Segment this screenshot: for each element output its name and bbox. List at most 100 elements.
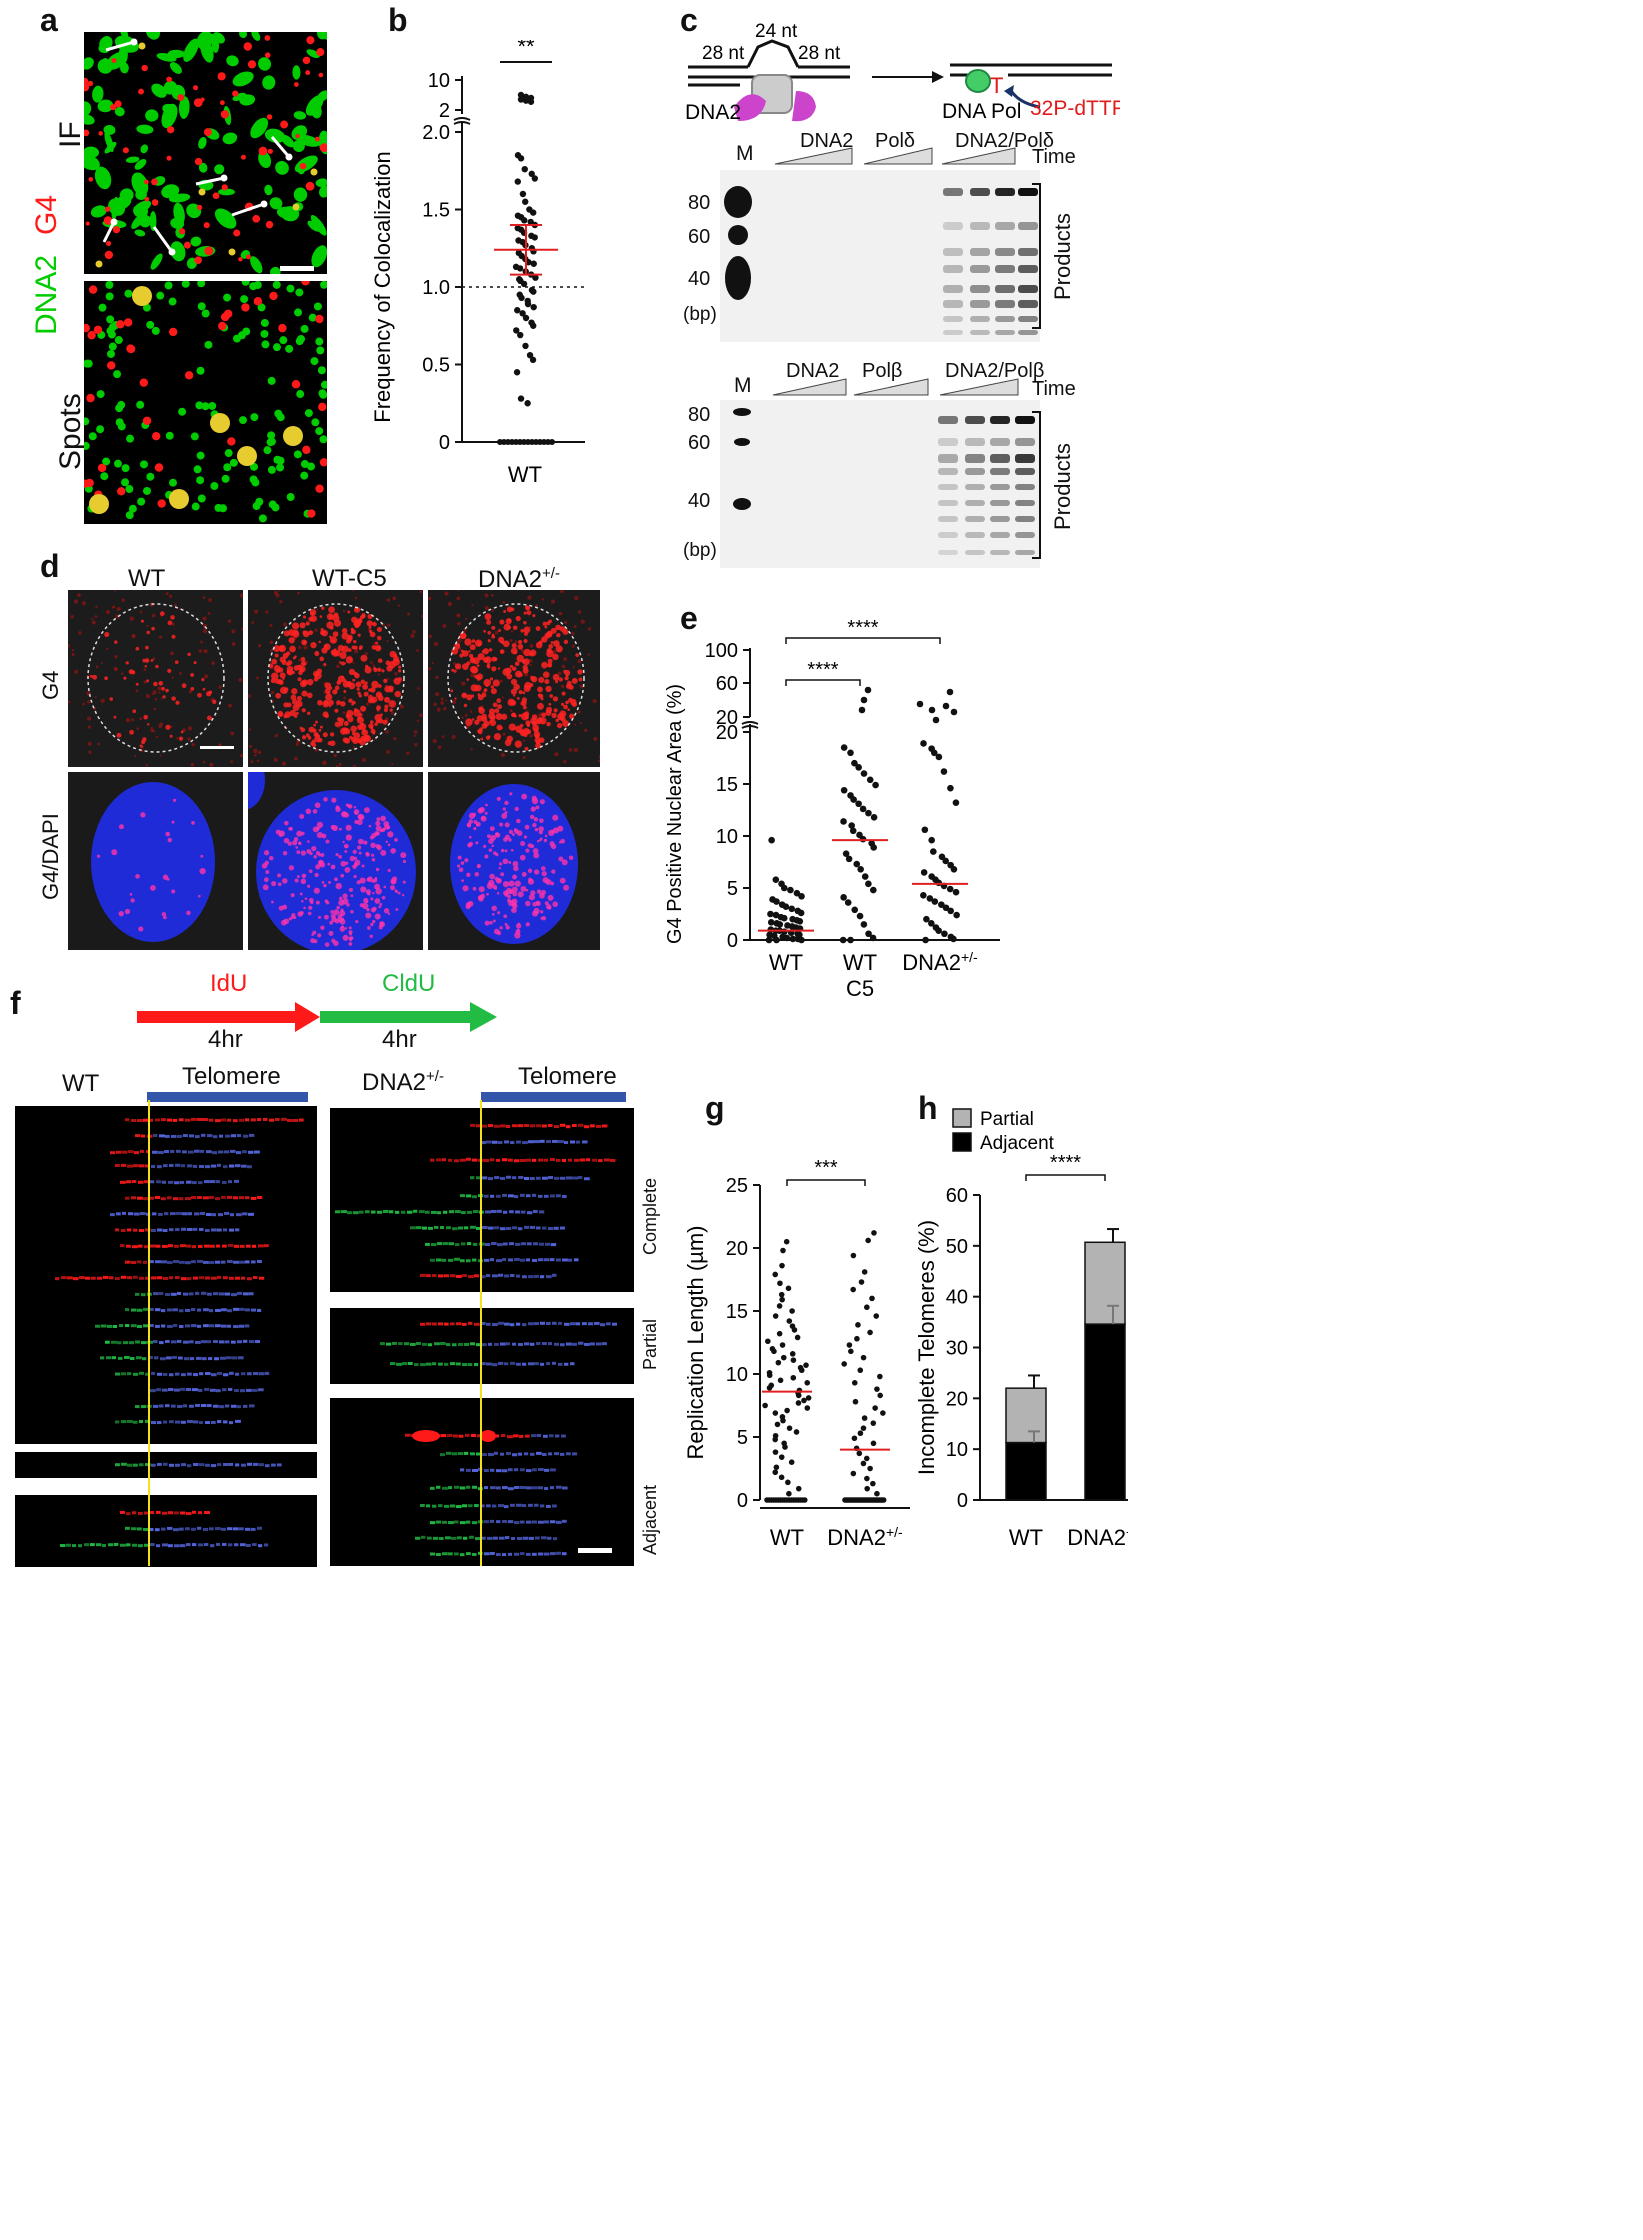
- g4-focus: [476, 664, 480, 668]
- g4-dapi-focus: [504, 849, 508, 853]
- g4-focus: [516, 654, 525, 663]
- dna2-spot: [106, 315, 115, 324]
- dna-fiber: [512, 1176, 517, 1180]
- dna2-spot: [191, 502, 200, 511]
- dna-fiber: [137, 1119, 143, 1123]
- dna-fiber: [163, 1164, 168, 1168]
- dna-fiber: [377, 1210, 383, 1214]
- dna2-blob: [119, 32, 129, 42]
- background-signal: [323, 691, 326, 694]
- background-signal: [179, 607, 182, 611]
- background-signal: [100, 698, 105, 703]
- dna2-spot: [136, 400, 145, 409]
- g4-dapi-focus: [365, 912, 372, 919]
- g4-dapi-focus: [502, 881, 510, 888]
- background-signal: [391, 763, 394, 766]
- dna-fiber: [566, 1176, 572, 1180]
- y-tick-label: 50: [946, 1236, 968, 1258]
- dna-fiber: [436, 1158, 442, 1162]
- dna-fiber: [223, 1276, 228, 1280]
- product-band: [1018, 265, 1038, 273]
- dna-fiber: [224, 1211, 230, 1215]
- g4-dapi-focus: [492, 919, 496, 923]
- x-tick-label: DNA2+/-: [1067, 1524, 1128, 1550]
- dna2-spot: [197, 302, 206, 311]
- dna-fiber: [464, 1451, 469, 1455]
- dna-fiber: [371, 1210, 376, 1214]
- g4-dapi-focus: [547, 894, 554, 901]
- dna-fiber: [524, 1177, 530, 1181]
- dna-fiber: [596, 1124, 602, 1128]
- gel2-marker: M: [734, 374, 752, 397]
- dna-fiber: [476, 1226, 481, 1230]
- dna-fiber: [485, 1243, 491, 1247]
- g4-focus: [492, 679, 500, 687]
- g4-focus: [549, 694, 554, 698]
- g4-dapi-focus: [313, 854, 317, 859]
- g4-focus: [477, 653, 485, 661]
- g4-focus: [559, 626, 566, 632]
- dna-fiber: [428, 1226, 433, 1230]
- dna-fiber: [492, 1274, 498, 1278]
- dna-fiber: [426, 1274, 431, 1278]
- dna-fiber: [566, 1342, 572, 1346]
- g4-dapi-focus: [495, 832, 499, 835]
- dna-fiber: [500, 1452, 505, 1456]
- dna2-blob: [136, 124, 154, 134]
- g4-dapi-focus: [363, 840, 368, 845]
- dna-fiber: [189, 1292, 194, 1296]
- dna-fiber: [195, 1403, 201, 1407]
- g4-focus: [322, 732, 328, 738]
- g4-dapi-focus: [484, 811, 488, 815]
- dna2-blob: [232, 71, 254, 87]
- dna-fiber: [251, 1527, 256, 1531]
- dna-fiber: [207, 1292, 212, 1296]
- background-signal: [559, 590, 564, 594]
- data-point: [789, 935, 797, 943]
- dna-fiber: [365, 1210, 370, 1214]
- dna-fiber: [532, 1552, 537, 1556]
- g4-dapi-focus: [299, 892, 303, 896]
- dna-fiber: [174, 1544, 180, 1548]
- g4-dapi-focus: [277, 882, 282, 887]
- dna2-spot: [267, 465, 276, 474]
- dna2-blob: [264, 184, 273, 196]
- g4-dapi-focus: [491, 913, 495, 916]
- dna-fiber: [504, 1140, 510, 1144]
- dna-fiber: [491, 1242, 497, 1246]
- spots-micrograph: [84, 281, 327, 524]
- g4-dapi-focus: [532, 822, 537, 828]
- dna2-spot: [223, 293, 232, 302]
- dna-fiber: [171, 1404, 176, 1408]
- dna-fiber: [546, 1321, 551, 1325]
- product-band: [1015, 454, 1035, 463]
- dna-fiber: [243, 1292, 249, 1296]
- g4-dapi-focus: [536, 839, 540, 843]
- g4-focus: [516, 696, 520, 700]
- dna-fiber: [85, 1276, 91, 1280]
- background-signal: [579, 721, 583, 725]
- product-band-top: [1015, 416, 1035, 424]
- g4-focus: [507, 698, 515, 707]
- g4-focus: [563, 669, 567, 674]
- g4-focus: [247, 60, 257, 69]
- g4-focus: [379, 713, 383, 717]
- dna-fiber: [249, 1404, 255, 1408]
- g4-dapi-focus: [528, 877, 533, 882]
- background-signal: [440, 701, 445, 705]
- g4-dapi-focus: [271, 881, 277, 887]
- dna-fiber: [524, 1342, 530, 1346]
- significance-bracket: [786, 1179, 866, 1186]
- dna-fiber: [125, 1324, 130, 1328]
- dna2-blob: [258, 151, 272, 169]
- dna-fiber: [442, 1258, 447, 1262]
- dna-fiber: [456, 1274, 462, 1278]
- g4-focus: [337, 675, 345, 683]
- g4-focus: [507, 618, 512, 622]
- background-signal: [105, 609, 111, 615]
- g4-focus: [535, 626, 541, 631]
- dna-fiber: [610, 1158, 616, 1162]
- g4-dapi-focus: [349, 855, 355, 862]
- g4-focus: [544, 679, 550, 685]
